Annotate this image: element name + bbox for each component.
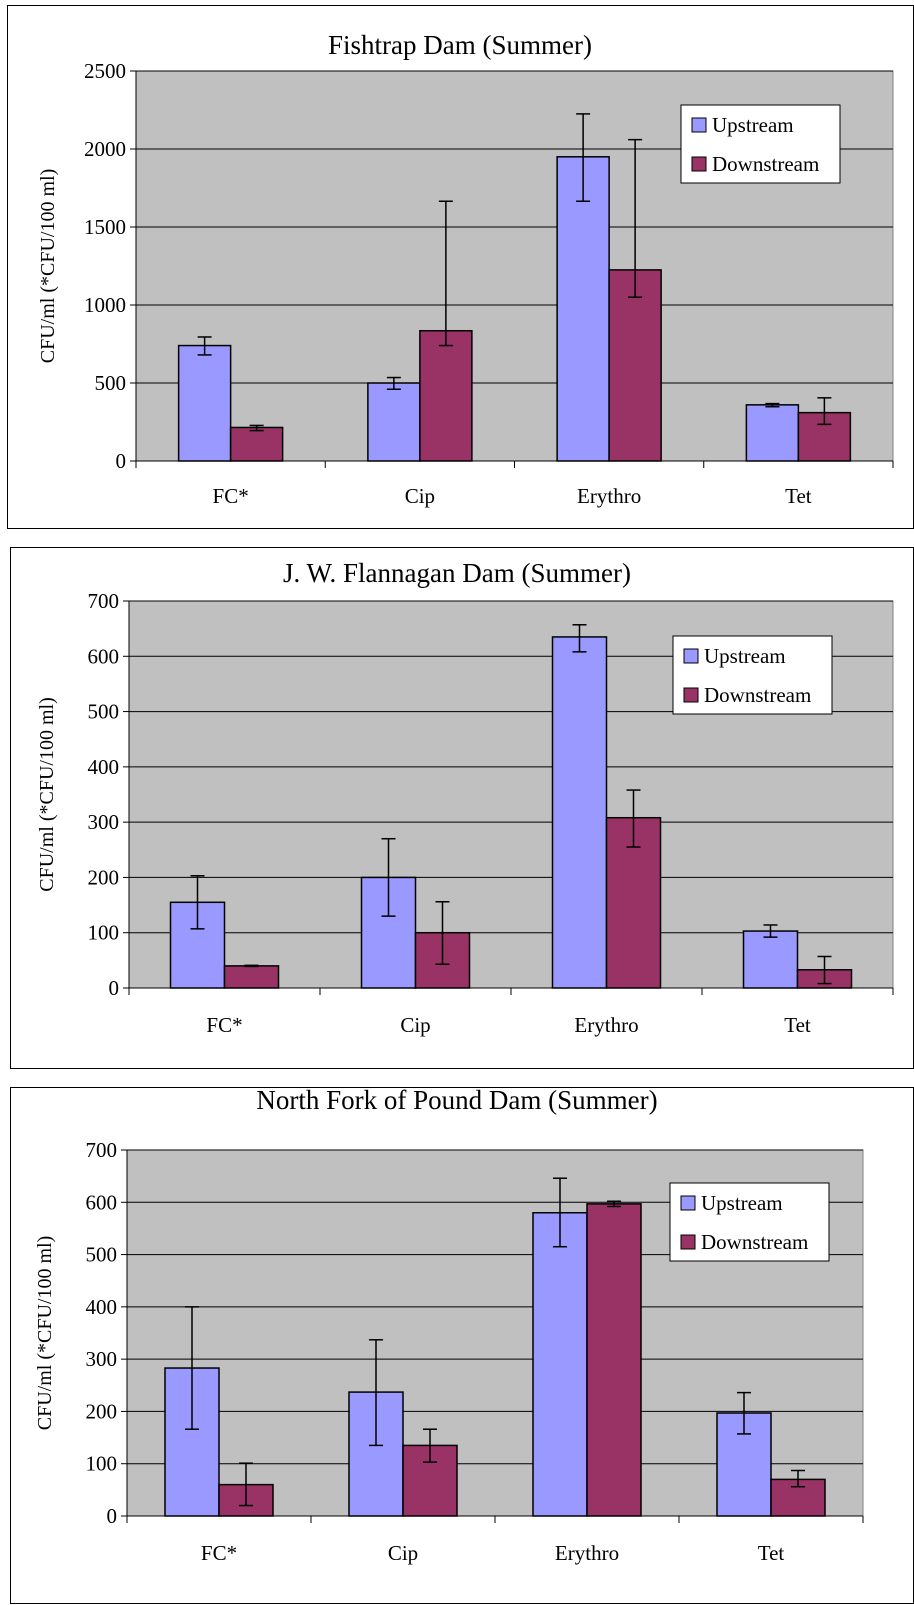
category-label: FC* <box>213 484 249 508</box>
y-tick-label: 300 <box>88 810 120 834</box>
bar-upstream <box>551 636 608 989</box>
bar-upstream <box>556 156 610 462</box>
bar-upstream <box>745 404 800 462</box>
y-tick-label: 500 <box>88 700 120 724</box>
y-tick-label: 400 <box>88 755 120 779</box>
y-tick-label: 200 <box>88 865 120 889</box>
y-tick-label: 100 <box>88 921 120 945</box>
legend-label: Downstream <box>704 683 811 707</box>
bar-downstream <box>608 269 662 462</box>
chart-flannagan: 0 100 200 300 400 500 600 700 FC* Cip Erythro Tet J.… <box>10 547 914 1069</box>
y-tick-label: 500 <box>86 1243 118 1267</box>
chart-north-fork: 0 100 200 300 400 500 600 700 FC* Cip Erythro Tet No… <box>10 1087 914 1604</box>
chart-title: North Fork of Pound Dam (Summer) <box>256 1088 657 1115</box>
bar-downstream <box>770 1478 826 1517</box>
bar-downstream <box>419 329 473 462</box>
legend-box <box>669 1182 830 1262</box>
bar-upstream <box>367 382 421 462</box>
bar-downstream <box>223 965 280 989</box>
category-label: Tet <box>758 1541 785 1565</box>
bar-upstream <box>532 1211 588 1517</box>
y-tick-label: 400 <box>86 1295 118 1319</box>
legend-label: Upstream <box>704 644 786 668</box>
bar-downstream <box>586 1203 642 1517</box>
y-tick-label: 600 <box>88 644 120 668</box>
legend-label: Downstream <box>712 152 819 176</box>
y-tick-label: 700 <box>86 1138 118 1162</box>
y-tick-label: 500 <box>95 371 127 395</box>
chart-fishtrap-svg: 0 500 1000 1500 2000 2500 FC* Cip Erythro Tet Fish… <box>37 30 894 508</box>
category-label: Erythro <box>574 1013 638 1037</box>
legend-label: Downstream <box>701 1230 808 1254</box>
y-axis-label: CFU/ml (*CFU/100 ml) <box>37 169 59 363</box>
category-label: Tet <box>784 1013 811 1037</box>
bar-downstream <box>229 426 284 462</box>
legend-box <box>680 104 841 184</box>
y-tick-label: 2000 <box>84 137 126 161</box>
legend-swatch <box>691 117 707 133</box>
y-tick-label: 100 <box>86 1452 118 1476</box>
legend-box <box>672 635 833 715</box>
category-label: Tet <box>785 484 812 508</box>
y-axis-label: CFU/ml (*CFU/100 ml) <box>36 697 58 891</box>
y-tick-label: 700 <box>88 589 120 613</box>
y-tick-label: 2500 <box>84 59 126 83</box>
y-tick-label: 1000 <box>84 293 126 317</box>
chart-north-fork-svg: 0 100 200 300 400 500 600 700 FC* Cip Erythro Tet No… <box>34 1088 864 1565</box>
legend-swatch <box>680 1234 696 1250</box>
bar-upstream <box>177 344 232 462</box>
category-label: FC* <box>206 1013 242 1037</box>
y-tick-label: 600 <box>86 1190 118 1214</box>
y-tick-label: 200 <box>86 1399 118 1423</box>
y-tick-label: 300 <box>86 1347 118 1371</box>
y-axis-label: CFU/ml (*CFU/100 ml) <box>34 1236 56 1430</box>
legend-swatch <box>683 648 699 664</box>
category-label: Cip <box>400 1013 430 1037</box>
y-tick-label: 0 <box>116 449 127 473</box>
legend-swatch <box>680 1195 696 1211</box>
legend-label: Upstream <box>701 1191 783 1215</box>
bar-upstream <box>742 930 799 989</box>
y-tick-label: 0 <box>109 976 120 1000</box>
y-tick-label: 0 <box>107 1504 118 1528</box>
y-tick-label: 1500 <box>84 215 126 239</box>
chart-flannagan-svg: 0 100 200 300 400 500 600 700 FC* Cip Erythro Tet J.… <box>36 558 894 1037</box>
legend-swatch <box>683 687 699 703</box>
category-label: Cip <box>405 484 435 508</box>
legend-label: Upstream <box>712 113 794 137</box>
category-label: Erythro <box>555 1541 619 1565</box>
chart-fishtrap: 0 500 1000 1500 2000 2500 FC* Cip Erythro Tet Fish… <box>7 5 914 529</box>
category-label: FC* <box>201 1541 237 1565</box>
chart-title: J. W. Flannagan Dam (Summer) <box>283 558 631 588</box>
legend-swatch <box>691 156 707 172</box>
category-label: Erythro <box>577 484 641 508</box>
category-label: Cip <box>388 1541 418 1565</box>
chart-title: Fishtrap Dam (Summer) <box>328 30 592 60</box>
